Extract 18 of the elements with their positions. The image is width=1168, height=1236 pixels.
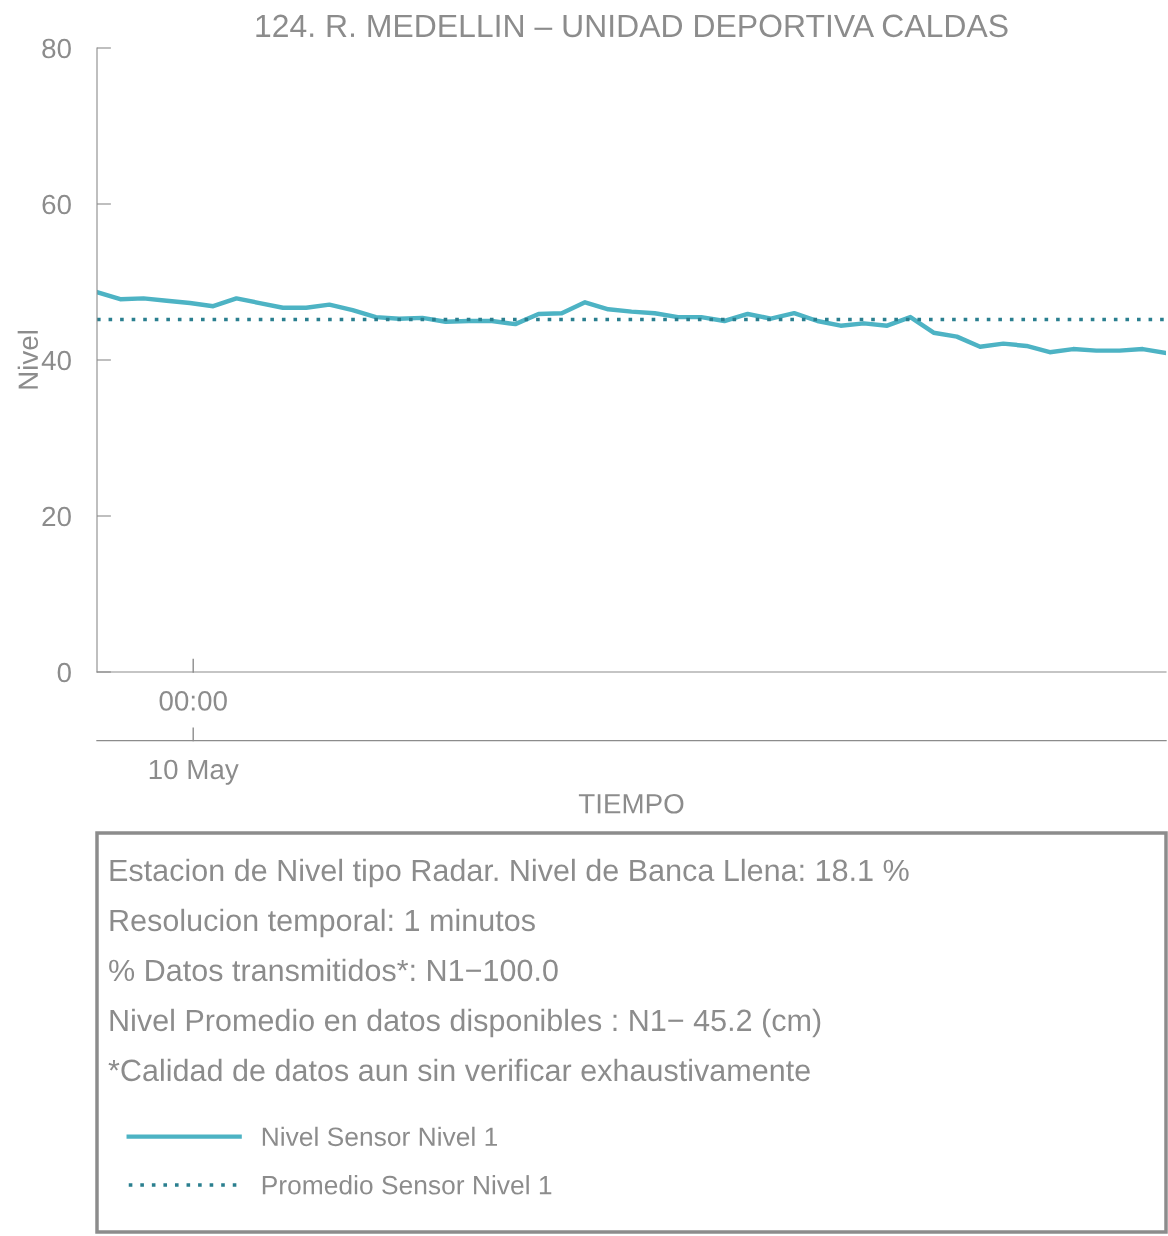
y-tick-label: 20	[42, 506, 71, 527]
x-axis-title: TIEMPO	[578, 793, 684, 814]
chart-title: 124. R. MEDELLIN – UNIDAD DEPORTIVA CALDAS	[256, 14, 1008, 38]
text: 10 May	[149, 759, 239, 785]
y-tick-label: 60	[42, 194, 71, 215]
y-axis-title: Nivel	[17, 330, 39, 389]
y-tick-label: 80	[42, 38, 71, 59]
text: Resolucion temporal: 1 minutos	[110, 908, 535, 938]
legend-label: Promedio Sensor Nivel 1	[262, 1175, 552, 1195]
y-tick-label: 0	[57, 662, 71, 683]
y-tick-label: 40	[41, 350, 71, 371]
legend-label: Nivel Sensor Nivel 1	[262, 1126, 497, 1147]
text: 00:00	[159, 690, 227, 711]
text: Estacion de Nivel tipo Radar. Nivel de Banca Llena: 18.1 %	[110, 858, 909, 888]
text: % Datos transmitidos*: N1−100.0	[109, 958, 558, 982]
text: Nivel Promedio en datos disponibles : N1− 45.2 (cm)	[110, 1008, 821, 1038]
text: *Calidad de datos aun sin verificar exhaustivamente	[108, 1058, 810, 1082]
line-series	[97, 289, 1166, 356]
